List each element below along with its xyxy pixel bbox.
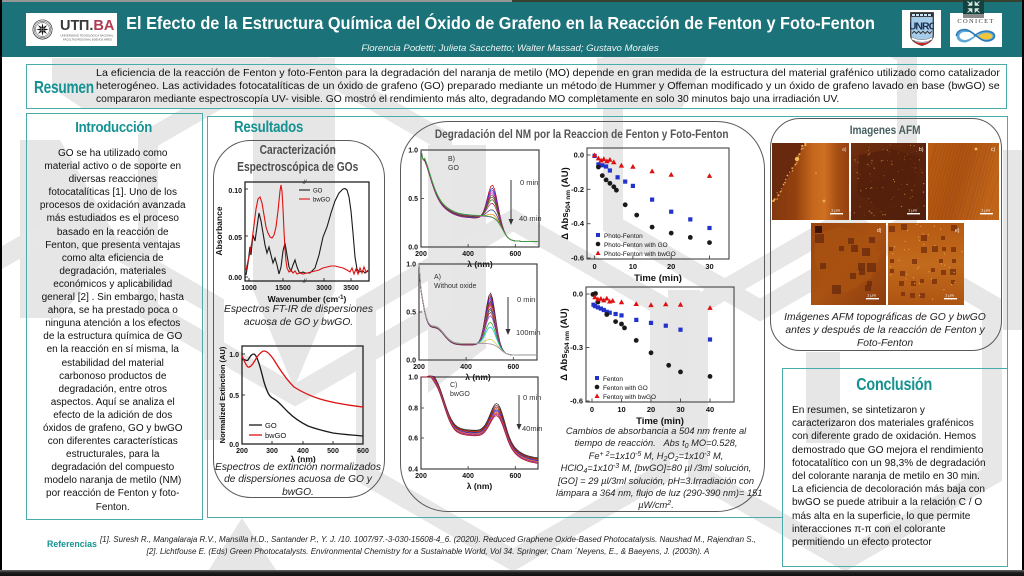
svg-text:0.10: 0.10	[228, 188, 242, 195]
svg-text:Fenton with GO: Fenton with GO	[603, 385, 648, 392]
svg-text:0.6: 0.6	[408, 436, 418, 443]
svg-text:Fenton with bwGO: Fenton with bwGO	[603, 394, 656, 401]
svg-text:UNIVERSIDAD TECNOLÓGICA NACION: UNIVERSIDAD TECNOLÓGICA NACIONAL	[61, 33, 114, 38]
svg-text:Wavenumber (cm-1): Wavenumber (cm-1)	[268, 294, 347, 304]
svg-text:0.0: 0.0	[406, 358, 416, 365]
svg-text:Photo-Fenton: Photo-Fenton	[604, 233, 643, 240]
svg-text:λ (nm): λ (nm)	[467, 481, 493, 491]
svg-text:1.0: 1.0	[408, 148, 418, 155]
svg-text:0 min: 0 min	[523, 393, 541, 402]
svg-text:20: 20	[667, 262, 675, 271]
svg-text:λ (nm): λ (nm)	[290, 454, 316, 463]
svg-text:600: 600	[509, 251, 521, 258]
svg-text:100min: 100min	[516, 328, 541, 337]
svg-text:0 min: 0 min	[517, 295, 535, 304]
svg-text:3000: 3000	[316, 285, 332, 292]
svg-text:300: 300	[266, 448, 278, 455]
svg-text:Photo-Fenton with bwGO: Photo-Fenton with bwGO	[604, 251, 676, 258]
svg-text:0: 0	[590, 405, 594, 414]
svg-text:UNRC: UNRC	[910, 21, 934, 33]
svg-text:0.0: 0.0	[573, 290, 583, 299]
svg-text:1 µm: 1 µm	[945, 293, 955, 298]
svg-text:1500: 1500	[275, 285, 291, 292]
svg-text:600: 600	[509, 473, 521, 480]
svg-text:c): c)	[991, 147, 996, 153]
svg-text:400: 400	[297, 448, 309, 455]
svg-text:-0.3: -0.3	[570, 343, 583, 352]
svg-text:30: 30	[676, 405, 684, 414]
svg-text:bwGO: bwGO	[313, 198, 330, 204]
svg-text:0.00: 0.00	[228, 275, 242, 282]
svg-text://: //	[302, 180, 308, 186]
svg-text:Without oxide: Without oxide	[434, 283, 477, 290]
svg-text:0.4: 0.4	[408, 467, 418, 474]
svg-text:B): B)	[448, 156, 455, 163]
svg-text:C): C)	[450, 382, 457, 389]
svg-text:1000: 1000	[241, 285, 257, 292]
svg-text:20: 20	[647, 405, 655, 414]
svg-text:-0.6: -0.6	[570, 397, 583, 406]
svg-text:GO: GO	[265, 421, 277, 430]
svg-text:-0.6: -0.6	[571, 254, 584, 263]
svg-text:-0.2: -0.2	[571, 185, 584, 194]
svg-text:Fenton: Fenton	[603, 376, 623, 383]
svg-text:30: 30	[705, 262, 713, 271]
svg-text:e): e)	[955, 228, 960, 234]
svg-text:1.0: 1.0	[229, 352, 239, 359]
svg-text:b): b)	[919, 147, 924, 153]
svg-text:0.0: 0.0	[229, 442, 239, 449]
svg-text:Normalized Extinction (AU): Normalized Extinction (AU)	[218, 346, 227, 443]
svg-text:600: 600	[507, 364, 519, 371]
svg-text:d): d)	[877, 228, 882, 234]
svg-text:0.5: 0.5	[406, 310, 416, 317]
svg-text://: //	[302, 279, 308, 285]
svg-text:1.0: 1.0	[406, 262, 416, 269]
svg-text:0.0: 0.0	[574, 151, 584, 160]
svg-text:Photo-Fenton with GO: Photo-Fenton with GO	[604, 242, 668, 249]
svg-text:bwGO: bwGO	[450, 391, 470, 398]
svg-text:10: 10	[629, 262, 637, 271]
svg-text:a): a)	[842, 147, 847, 153]
svg-text:1.0: 1.0	[408, 375, 418, 382]
svg-text:0.8: 0.8	[408, 406, 418, 413]
svg-text:40min: 40min	[522, 424, 542, 433]
svg-text:10: 10	[617, 405, 625, 414]
svg-text:400: 400	[462, 473, 474, 480]
svg-text:Time (min): Time (min)	[634, 273, 682, 284]
svg-text:3500: 3500	[343, 285, 359, 292]
svg-text:1 µm: 1 µm	[867, 293, 877, 298]
svg-text:bwGO: bwGO	[265, 431, 286, 440]
svg-text:A): A)	[434, 274, 441, 281]
svg-text:-0.4: -0.4	[571, 219, 585, 228]
svg-text:FACULTAD REGIONAL BUENOS AIRES: FACULTAD REGIONAL BUENOS AIRES	[63, 38, 112, 42]
svg-text:0.5: 0.5	[408, 196, 418, 203]
svg-text:0 min: 0 min	[520, 178, 538, 187]
svg-text:40 min: 40 min	[519, 214, 542, 223]
svg-text:1 µm: 1 µm	[908, 208, 918, 213]
svg-text:600: 600	[357, 448, 369, 455]
svg-text:0.0: 0.0	[408, 245, 418, 252]
svg-text:400: 400	[460, 364, 472, 371]
svg-text:1 µm: 1 µm	[831, 208, 841, 213]
svg-text:0.05: 0.05	[228, 235, 242, 242]
svg-text:40: 40	[706, 405, 714, 414]
svg-text:GO: GO	[313, 189, 323, 195]
svg-text:200: 200	[413, 364, 425, 371]
svg-text:200: 200	[415, 251, 427, 258]
svg-text:Δ Abs504 nm (AU): Δ Abs504 nm (AU)	[560, 167, 572, 240]
svg-text:0.5: 0.5	[229, 393, 239, 400]
svg-text:400: 400	[462, 251, 474, 258]
svg-text:0: 0	[593, 262, 597, 271]
svg-text:Δ Abs504 nm (AU): Δ Abs504 nm (AU)	[559, 308, 571, 381]
svg-text:UTΠ.BA: UTΠ.BA	[60, 18, 115, 34]
svg-text:Time (min): Time (min)	[636, 416, 684, 427]
svg-text:1 µm: 1 µm	[981, 208, 991, 213]
svg-text:200: 200	[415, 473, 427, 480]
svg-text:200: 200	[236, 448, 248, 455]
svg-text:500: 500	[327, 448, 339, 455]
svg-text:Absorbance: Absorbance	[215, 206, 224, 255]
svg-text:GO: GO	[448, 165, 459, 172]
